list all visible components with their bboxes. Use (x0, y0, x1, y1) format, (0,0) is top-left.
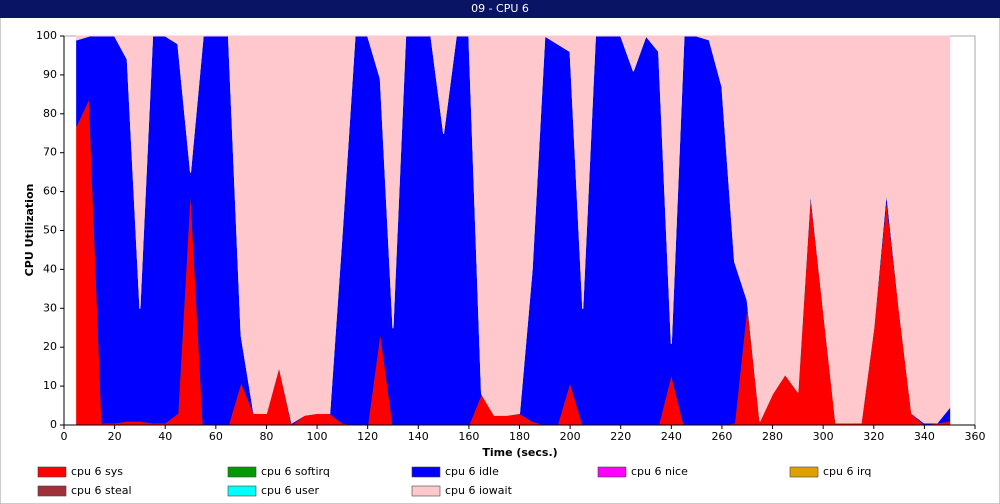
x-tick-label: 340 (914, 430, 935, 443)
legend-swatch (411, 485, 441, 497)
y-tick-label: 0 (50, 418, 57, 431)
legend: cpu 6 sys cpu 6 softirq cpu 6 idle cpu 6 ni… (37, 465, 871, 497)
legend-label: cpu 6 steal (71, 484, 132, 497)
legend-label: cpu 6 iowait (445, 484, 513, 497)
x-tick-label: 320 (863, 430, 884, 443)
legend-swatch (37, 466, 67, 478)
x-tick-label: 120 (357, 430, 378, 443)
x-tick-label: 180 (509, 430, 530, 443)
y-tick-label: 70 (43, 146, 57, 159)
legend-swatch (227, 466, 257, 478)
legend-label: cpu 6 softirq (261, 465, 330, 478)
legend-swatch (37, 485, 67, 497)
x-tick-label: 220 (610, 430, 631, 443)
legend-label: cpu 6 nice (631, 465, 688, 478)
x-tick-label: 300 (813, 430, 834, 443)
legend-label: cpu 6 sys (71, 465, 123, 478)
y-tick-label: 80 (43, 107, 57, 120)
y-tick-label: 90 (43, 68, 57, 81)
x-tick-label: 60 (209, 430, 223, 443)
legend-swatch (411, 466, 441, 478)
x-tick-label: 40 (158, 430, 172, 443)
x-tick-label: 140 (408, 430, 429, 443)
legend-label: cpu 6 idle (445, 465, 499, 478)
y-tick-label: 30 (43, 301, 57, 314)
x-tick-label: 160 (458, 430, 479, 443)
y-tick-label: 20 (43, 340, 57, 353)
plot-area (63, 35, 976, 426)
x-tick-label: 360 (965, 430, 986, 443)
title-bar (0, 0, 1000, 18)
x-tick-label: 200 (560, 430, 581, 443)
x-tick-label: 240 (661, 430, 682, 443)
x-tick-label: 280 (762, 430, 783, 443)
legend-label: cpu 6 irq (823, 465, 871, 478)
y-tick-label: 100 (36, 29, 57, 42)
x-tick-label: 260 (711, 430, 732, 443)
chart-title: 09 - CPU 6 (471, 2, 529, 15)
y-tick-label: 40 (43, 262, 57, 275)
legend-swatch (597, 466, 627, 478)
y-tick-label: 50 (43, 224, 57, 237)
y-tick-label: 10 (43, 379, 57, 392)
x-axis-label: Time (secs.) (482, 446, 557, 459)
legend-label: cpu 6 user (261, 484, 319, 497)
y-axis-label: CPU Utilization (23, 184, 36, 277)
x-tick-label: 0 (61, 430, 68, 443)
y-tick-label: 60 (43, 185, 57, 198)
legend-swatch (789, 466, 819, 478)
x-tick-label: 20 (108, 430, 122, 443)
x-tick-label: 80 (259, 430, 273, 443)
area (76, 35, 951, 424)
legend-swatch (227, 485, 257, 497)
x-tick-label: 100 (307, 430, 328, 443)
